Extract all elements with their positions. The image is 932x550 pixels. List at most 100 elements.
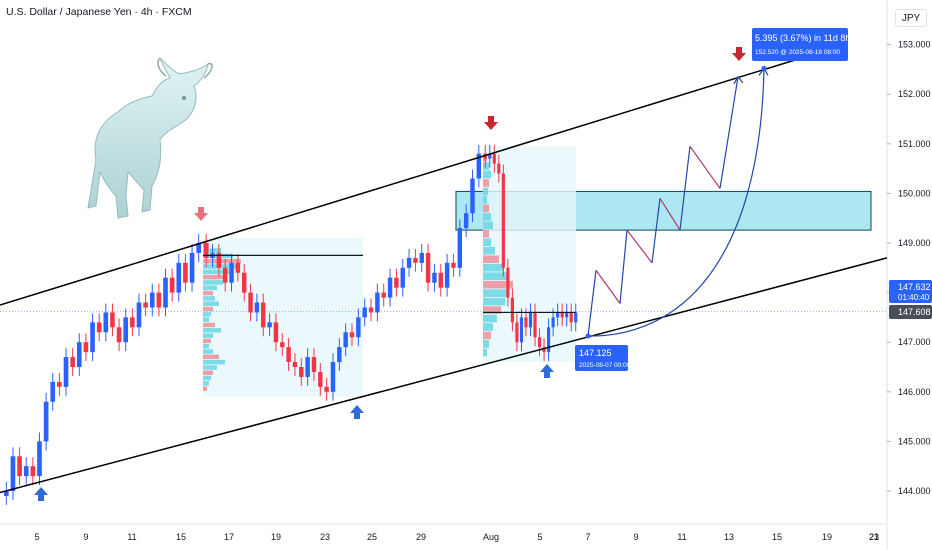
volume-bar: [483, 323, 493, 331]
last-price-tag: 147.608: [889, 305, 932, 319]
projection-path[interactable]: [585, 65, 769, 339]
price-tick-label: 144.000: [898, 486, 931, 496]
candle-body: [130, 317, 135, 328]
candle-body: [343, 332, 348, 348]
candle-body: [96, 322, 102, 333]
volume-bar: [483, 204, 489, 213]
volume-bar: [203, 258, 241, 264]
candle-body: [425, 252, 431, 283]
candle-body: [292, 362, 298, 367]
volume-bar: [483, 280, 513, 289]
candle-body: [267, 322, 272, 328]
target-change: 5.395 (3.67%) in 11d 8h: [755, 33, 850, 43]
volume-bar: [483, 187, 488, 196]
candle-body: [305, 357, 310, 377]
currency-button[interactable]: JPY: [895, 9, 927, 27]
candle-body: [63, 357, 69, 387]
channel-lower-line[interactable]: [0, 257, 888, 494]
candle-body: [387, 277, 393, 298]
projection-segment: [651, 198, 661, 263]
volume-bar: [203, 317, 209, 322]
candle-body: [70, 357, 75, 367]
candle-body: [123, 317, 129, 343]
time-tick-label: 9: [83, 532, 88, 542]
candle-body: [143, 302, 148, 308]
candle-body: [547, 327, 551, 353]
candle-body: [299, 367, 304, 377]
volume-bar: [203, 280, 223, 285]
candle-body: [83, 342, 89, 353]
target-detail: 152.520 @ 2025-08-18 08:00: [755, 49, 840, 56]
volume-bar: [203, 248, 221, 253]
up-arrow-icon: [34, 487, 48, 501]
projection-end-point: [761, 65, 767, 71]
candle-body: [528, 312, 533, 328]
volume-profile-2: [483, 153, 513, 357]
time-tick-label: 23: [320, 532, 330, 542]
volume-bar: [203, 381, 209, 386]
volume-bar: [203, 333, 213, 338]
candle-body: [110, 312, 115, 328]
volume-bar: [203, 343, 209, 349]
down-arrow-icon: [484, 116, 498, 130]
volume-bar: [483, 340, 489, 348]
price-tick-label: 145.000: [898, 436, 931, 446]
symbol-title[interactable]: U.S. Dollar / Japanese Yen · 4h · FXCM: [6, 6, 192, 18]
volume-bar: [203, 375, 211, 381]
candle-body: [432, 272, 437, 283]
candle-body: [286, 347, 291, 363]
volume-bar: [203, 296, 215, 301]
candle-body: [216, 252, 222, 268]
projection-start-price: 147.125: [579, 348, 612, 358]
candle-body: [444, 262, 450, 288]
bull-illustration: [87, 57, 213, 219]
last-price: 147.608: [898, 307, 931, 317]
projection-start-point: [585, 333, 591, 339]
candle-body: [90, 322, 95, 353]
time-tick-label: 17: [224, 532, 234, 542]
candle-body: [533, 312, 537, 338]
candle-body: [23, 466, 29, 477]
volume-bar: [203, 312, 211, 317]
candle-body: [506, 267, 510, 298]
volume-bar: [483, 263, 503, 272]
candle-body: [76, 342, 82, 367]
volume-bar: [483, 229, 489, 238]
candle-body: [362, 307, 367, 318]
candle-body: [235, 262, 241, 273]
time-tick-label: Aug: [483, 532, 499, 542]
candle-body: [318, 371, 323, 387]
candle-body: [394, 277, 399, 288]
projection-segment: [659, 198, 681, 231]
volume-bar: [203, 328, 221, 333]
volume-bar: [483, 272, 507, 281]
time-tick-label: 25: [367, 532, 377, 542]
volume-bar: [483, 314, 497, 323]
candle-body: [438, 272, 444, 288]
volume-bar: [483, 196, 487, 204]
candle-body: [556, 312, 560, 318]
candle-body: [349, 332, 355, 338]
volume-bar: [483, 246, 495, 255]
projection-curve: [587, 68, 765, 337]
time-tick-label: 9: [633, 532, 638, 542]
candle-body: [569, 312, 573, 323]
channel-upper-line[interactable]: [0, 57, 801, 306]
volume-bar: [483, 255, 499, 264]
volume-bar: [483, 213, 491, 221]
candle-body: [419, 252, 424, 263]
candle-body: [413, 257, 418, 263]
volume-bar: [483, 238, 491, 247]
volume-bar: [203, 301, 219, 306]
time-tick-label: 21: [869, 532, 879, 542]
candle-body: [324, 386, 329, 392]
candle-body: [524, 317, 528, 328]
projection-start-label: 147.125 2025-08-07 00:00: [575, 345, 631, 371]
volume-bar: [203, 285, 217, 291]
time-tick-label: 7: [585, 532, 590, 542]
candle-body: [50, 381, 56, 402]
price-axis-ticks: 144.000145.000146.000147.000148.000149.0…: [887, 40, 931, 496]
